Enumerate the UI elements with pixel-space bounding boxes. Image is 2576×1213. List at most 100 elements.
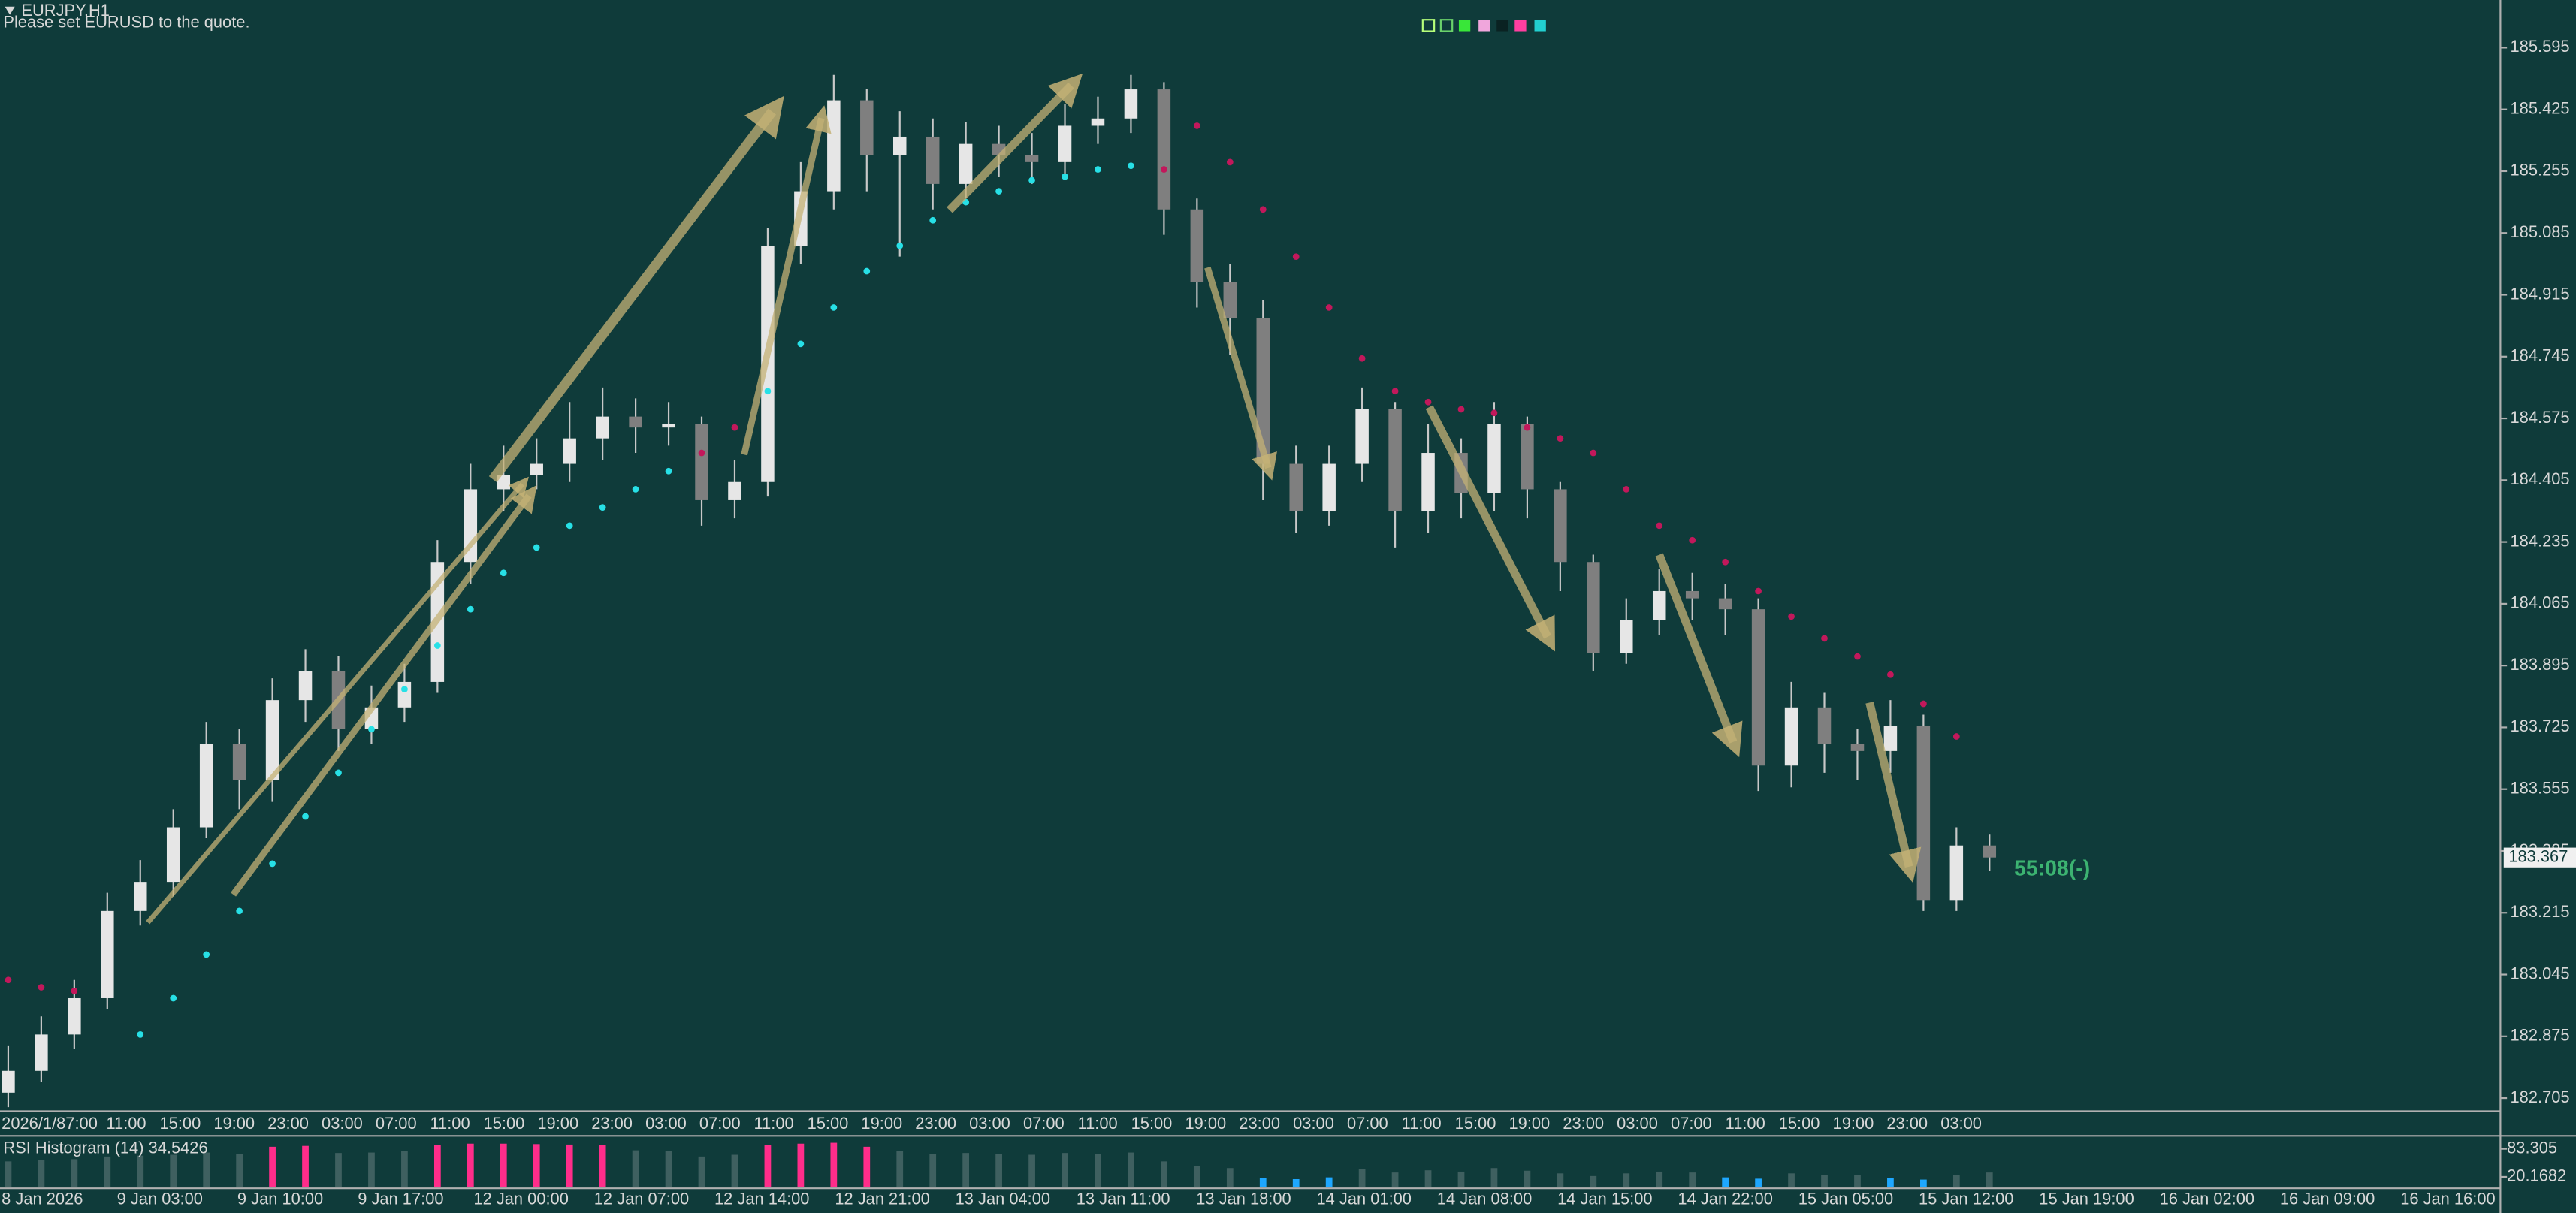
rsi-bar — [830, 1142, 838, 1187]
arrow — [488, 95, 784, 483]
candle-body — [1388, 409, 1402, 511]
x-tick-label: 19:00 — [213, 1114, 255, 1133]
sar-dot — [38, 984, 45, 991]
candle-body — [1784, 707, 1798, 766]
y-tick-label: 183.045 — [2511, 964, 2570, 982]
rsi-bar — [1821, 1175, 1828, 1187]
rsi-bar — [236, 1154, 243, 1187]
arrow — [1655, 553, 1743, 758]
rsi-bar — [368, 1152, 375, 1187]
rsi-bar — [401, 1151, 408, 1187]
date-label: 15 Jan 19:00 — [2039, 1189, 2134, 1208]
x-tick-label: 19:00 — [1185, 1114, 1226, 1133]
x-tick-label: 11:00 — [1402, 1114, 1442, 1133]
x-tick-label: 03:00 — [1940, 1114, 1982, 1133]
date-label: 9 Jan 03:00 — [117, 1189, 203, 1208]
y-tick-label: 184.405 — [2511, 469, 2570, 488]
candle-body — [1554, 489, 1567, 563]
x-tick-label: 15:00 — [160, 1114, 201, 1133]
rsi-bar — [698, 1156, 705, 1187]
sar-dot — [731, 424, 738, 431]
rsi-bar — [1788, 1173, 1795, 1187]
rsi-title: RSI Histogram (14) 34.5426 — [3, 1139, 207, 1157]
current-price: 183.367 — [2508, 846, 2568, 865]
x-tick-label: 15:00 — [808, 1114, 849, 1133]
rsi-bar — [896, 1151, 904, 1187]
rsi-bar — [1920, 1179, 1927, 1187]
sar-dot — [500, 569, 507, 577]
sar-dot — [1689, 536, 1696, 544]
date-label: 14 Jan 08:00 — [1437, 1189, 1532, 1208]
x-tick-label: 07:00 — [699, 1114, 741, 1133]
rsi-bar — [665, 1151, 672, 1187]
sar-dot — [566, 522, 573, 530]
sar-dot — [1292, 253, 1300, 261]
date-label: 12 Jan 07:00 — [594, 1189, 689, 1208]
date-label: 14 Jan 01:00 — [1317, 1189, 1412, 1208]
candle-body — [232, 744, 246, 780]
rsi-bar — [1524, 1170, 1531, 1187]
sar-dot — [797, 340, 805, 348]
sar-dot — [368, 726, 375, 733]
icon[interactable] — [1478, 20, 1490, 32]
rsi-bar — [1259, 1178, 1267, 1187]
sar-dot — [1161, 166, 1167, 173]
rsi-tick-label: 20.1682 — [2507, 1166, 2566, 1185]
x-tick-label: 23:00 — [1239, 1114, 1280, 1133]
rsi-bar — [1128, 1152, 1134, 1187]
icon[interactable] — [1534, 20, 1546, 32]
rsi-bar — [1590, 1175, 1597, 1187]
candle-body — [827, 100, 841, 192]
icon[interactable] — [1439, 19, 1454, 32]
sar-dot — [830, 304, 838, 311]
menu-triangle[interactable] — [5, 6, 15, 15]
x-tick-label: 03:00 — [1617, 1114, 1658, 1133]
candle-body — [1587, 562, 1600, 653]
candle-body — [1190, 209, 1204, 282]
symbol-title: EURJPY,H1 — [21, 1, 109, 20]
candle-body — [1850, 744, 1865, 751]
y-tick-label: 185.425 — [2511, 98, 2570, 117]
y-tick-label: 185.255 — [2511, 161, 2570, 180]
rsi-bar — [1095, 1154, 1101, 1187]
rsi-bar — [1656, 1171, 1663, 1187]
candle-body — [1256, 318, 1270, 464]
candle-body — [728, 481, 741, 500]
toolbar-icons — [1421, 19, 1546, 32]
sar-dot — [1755, 587, 1762, 595]
candle-body — [530, 463, 543, 475]
sar-dot — [863, 267, 871, 275]
x-tick-label: 19:00 — [537, 1114, 578, 1133]
rsi-bar — [1424, 1170, 1432, 1187]
x-tick-label: 15:00 — [1455, 1114, 1496, 1133]
date-label: 9 Jan 10:00 — [237, 1189, 323, 1208]
icon[interactable] — [1458, 20, 1471, 32]
y-tick-label: 184.235 — [2511, 531, 2570, 550]
rsi-bar — [1952, 1175, 1960, 1187]
icon[interactable] — [1421, 19, 1436, 32]
sar-dot — [433, 642, 441, 649]
candle-body — [397, 681, 412, 708]
date-label: 13 Jan 11:00 — [1077, 1189, 1170, 1208]
x-tick-label: 07:00 — [1671, 1114, 1712, 1133]
icon[interactable] — [1496, 20, 1508, 32]
y-tick-label: 183.215 — [2511, 902, 2570, 921]
sar-dot — [1821, 635, 1828, 642]
rsi-bar — [731, 1154, 738, 1187]
candle-body — [959, 143, 973, 184]
rsi-bar — [71, 1159, 78, 1187]
x-tick-label: 19:00 — [861, 1114, 902, 1133]
icon[interactable] — [1514, 20, 1527, 32]
candle-body — [1091, 118, 1105, 126]
rsi-bar — [1755, 1178, 1762, 1187]
date-label: 12 Jan 21:00 — [835, 1189, 929, 1208]
date-label: 15 Jan 12:00 — [1919, 1189, 2013, 1208]
sar-dot — [1193, 122, 1200, 129]
sar-dot — [995, 188, 1002, 195]
sar-dot — [1722, 558, 1729, 566]
sar-dot — [1424, 398, 1432, 406]
candle-body — [926, 136, 940, 184]
sar-dot — [764, 388, 772, 395]
rsi-bar — [1557, 1173, 1564, 1187]
